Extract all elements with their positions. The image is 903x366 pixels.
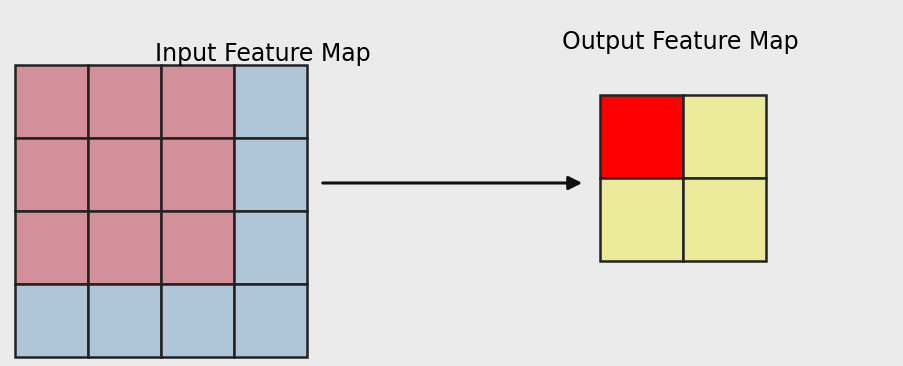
Bar <box>683 178 765 261</box>
Bar <box>600 95 683 178</box>
Bar <box>15 211 88 284</box>
Bar <box>161 211 234 284</box>
Bar <box>234 138 307 211</box>
Bar <box>88 284 161 357</box>
Bar <box>234 211 307 284</box>
Bar <box>161 284 234 357</box>
Bar <box>88 65 161 138</box>
Bar <box>88 211 161 284</box>
Bar <box>88 138 161 211</box>
Bar <box>15 138 88 211</box>
Text: Output Feature Map: Output Feature Map <box>561 30 797 54</box>
Bar <box>161 138 234 211</box>
Bar <box>234 65 307 138</box>
Text: Input Feature Map: Input Feature Map <box>154 42 370 66</box>
Bar <box>600 178 683 261</box>
Bar <box>161 65 234 138</box>
Bar <box>683 95 765 178</box>
Bar <box>15 65 88 138</box>
Bar <box>15 284 88 357</box>
Bar <box>234 284 307 357</box>
